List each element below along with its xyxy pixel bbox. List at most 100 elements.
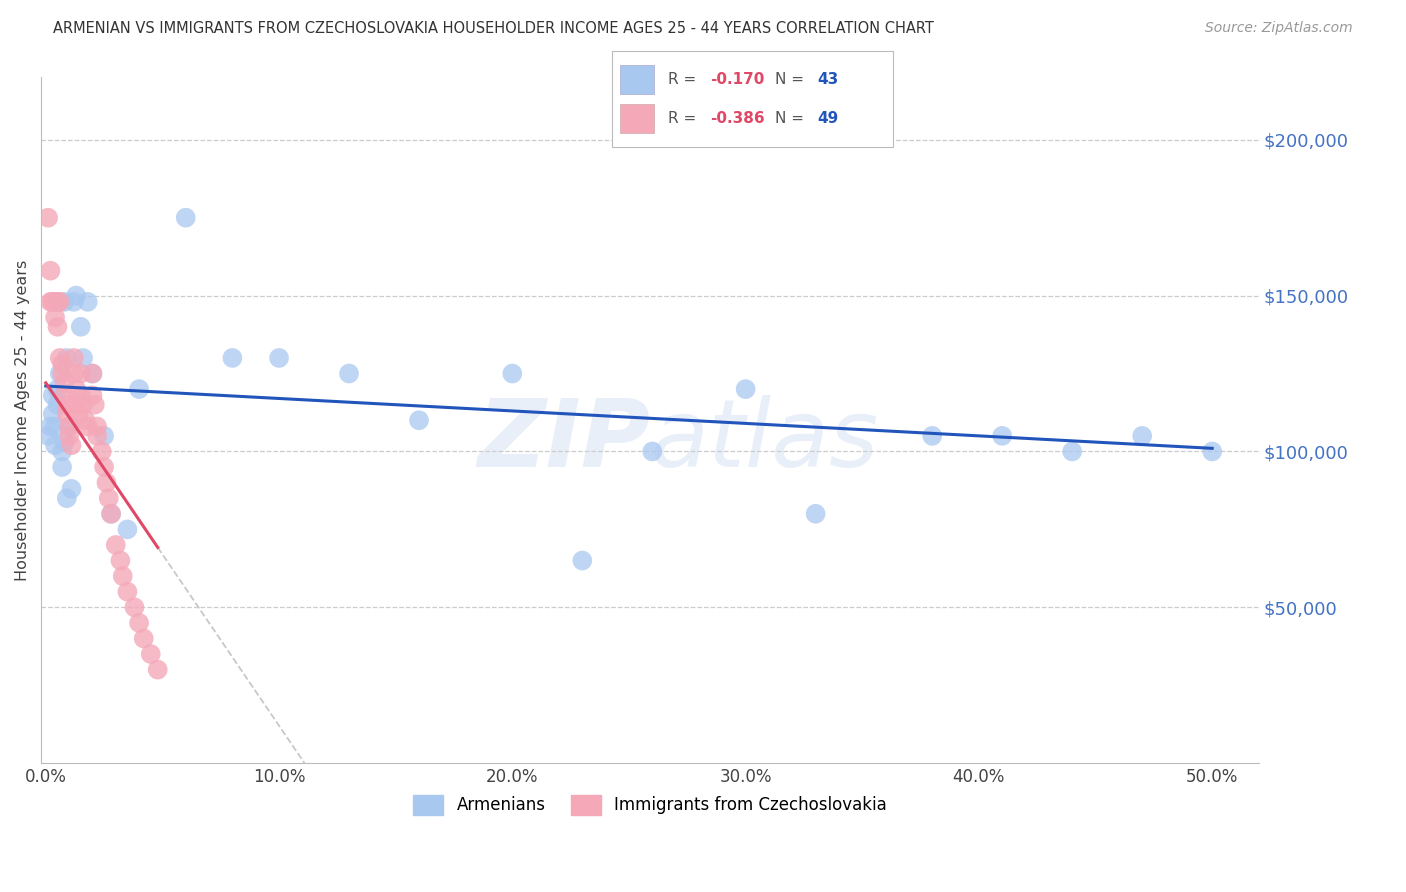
Point	[39, 419, 62, 434]
Point	[51, 460, 73, 475]
FancyBboxPatch shape	[612, 51, 893, 147]
Text: 49: 49	[817, 111, 838, 126]
Point	[734, 382, 756, 396]
Point	[65, 398, 87, 412]
Point	[37, 211, 59, 225]
Point	[128, 382, 150, 396]
Point	[804, 507, 827, 521]
Point	[641, 444, 664, 458]
Point	[51, 367, 73, 381]
Point	[408, 413, 430, 427]
Point	[65, 288, 87, 302]
Point	[501, 367, 523, 381]
Point	[51, 357, 73, 371]
Point	[76, 294, 98, 309]
Point	[53, 435, 76, 450]
Point	[90, 444, 112, 458]
Point	[42, 294, 65, 309]
Point	[921, 429, 943, 443]
Point	[93, 460, 115, 475]
Point	[46, 294, 69, 309]
Point	[55, 351, 77, 365]
Point	[69, 367, 91, 381]
Point	[117, 584, 139, 599]
Point	[124, 600, 146, 615]
Text: -0.170: -0.170	[710, 72, 765, 87]
Text: 43: 43	[817, 72, 838, 87]
Point	[37, 429, 59, 443]
Point	[111, 569, 134, 583]
Point	[53, 294, 76, 309]
FancyBboxPatch shape	[620, 65, 654, 95]
Point	[117, 522, 139, 536]
Text: R =: R =	[668, 111, 702, 126]
Point	[82, 388, 104, 402]
Point	[60, 438, 83, 452]
Point	[83, 398, 105, 412]
Point	[60, 482, 83, 496]
Point	[128, 615, 150, 630]
Point	[1130, 429, 1153, 443]
Point	[62, 351, 84, 365]
Point	[44, 419, 66, 434]
FancyBboxPatch shape	[620, 103, 654, 133]
Text: Source: ZipAtlas.com: Source: ZipAtlas.com	[1205, 21, 1353, 36]
Point	[1062, 444, 1084, 458]
Point	[42, 294, 65, 309]
Point	[100, 507, 122, 521]
Point	[44, 438, 66, 452]
Point	[49, 294, 72, 309]
Point	[146, 663, 169, 677]
Point	[97, 491, 120, 506]
Point	[93, 429, 115, 443]
Point	[221, 351, 243, 365]
Point	[55, 398, 77, 412]
Point	[67, 407, 90, 421]
Point	[62, 367, 84, 381]
Text: R =: R =	[668, 72, 702, 87]
Point	[139, 647, 162, 661]
Point	[75, 413, 97, 427]
Point	[571, 553, 593, 567]
Point	[337, 367, 360, 381]
Text: N =: N =	[775, 72, 808, 87]
Point	[267, 351, 290, 365]
Point	[44, 294, 66, 309]
Point	[58, 419, 80, 434]
Point	[49, 367, 72, 381]
Point	[82, 367, 104, 381]
Point	[86, 419, 108, 434]
Point	[39, 294, 62, 309]
Point	[58, 429, 80, 443]
Point	[76, 419, 98, 434]
Point	[110, 553, 132, 567]
Point	[46, 319, 69, 334]
Point	[46, 398, 69, 412]
Point	[1201, 444, 1223, 458]
Text: N =: N =	[775, 111, 808, 126]
Point	[42, 407, 65, 421]
Point	[53, 376, 76, 390]
Text: ZIP: ZIP	[477, 395, 650, 487]
Point	[62, 294, 84, 309]
Text: ARMENIAN VS IMMIGRANTS FROM CZECHOSLOVAKIA HOUSEHOLDER INCOME AGES 25 - 44 YEARS: ARMENIAN VS IMMIGRANTS FROM CZECHOSLOVAK…	[53, 21, 935, 37]
Point	[100, 507, 122, 521]
Point	[132, 632, 155, 646]
Point	[53, 388, 76, 402]
Point	[65, 382, 87, 396]
Point	[51, 444, 73, 458]
Point	[49, 294, 72, 309]
Point	[49, 351, 72, 365]
Point	[104, 538, 127, 552]
Point	[55, 491, 77, 506]
Point	[44, 310, 66, 325]
Y-axis label: Householder Income Ages 25 - 44 years: Householder Income Ages 25 - 44 years	[15, 260, 30, 581]
Point	[46, 382, 69, 396]
Point	[39, 263, 62, 277]
Point	[69, 319, 91, 334]
Point	[69, 388, 91, 402]
Point	[42, 388, 65, 402]
Point	[174, 211, 197, 225]
Point	[72, 398, 94, 412]
Point	[55, 407, 77, 421]
